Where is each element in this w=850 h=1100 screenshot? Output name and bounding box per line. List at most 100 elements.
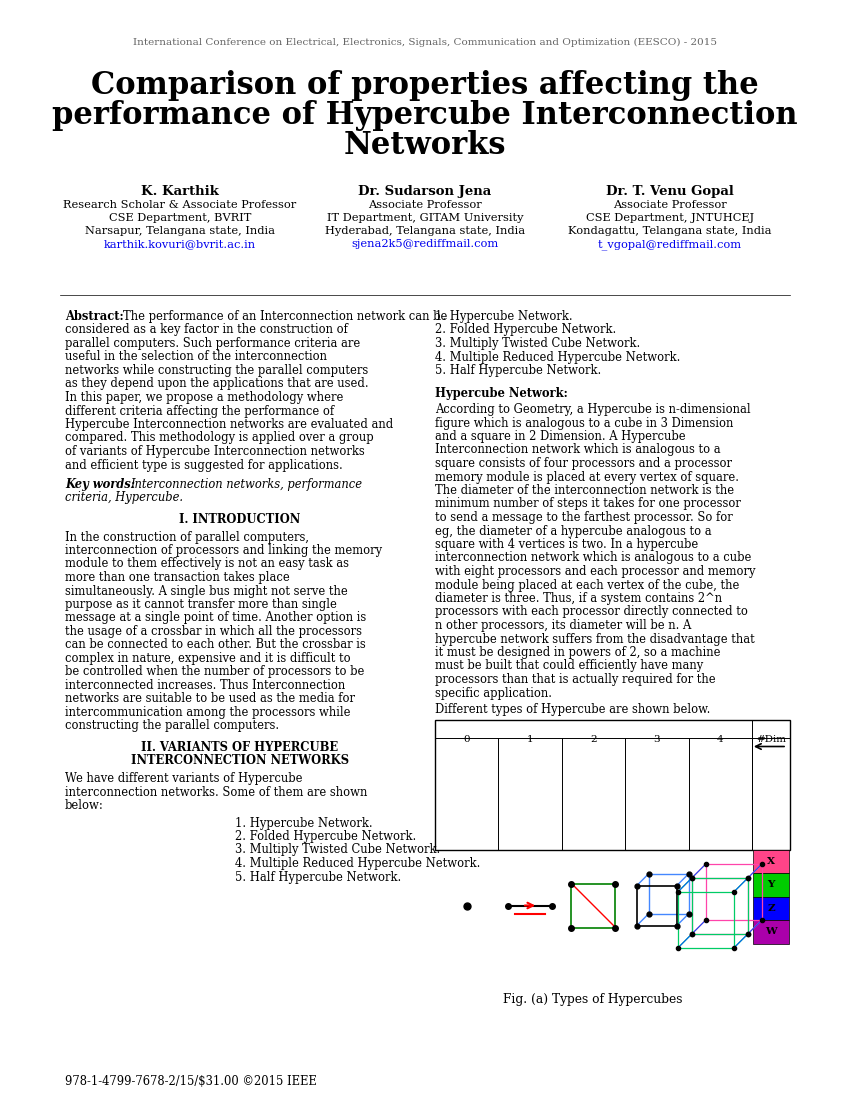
Text: the usage of a crossbar in which all the processors: the usage of a crossbar in which all the… <box>65 625 362 638</box>
Text: parallel computers. Such performance criteria are: parallel computers. Such performance cri… <box>65 337 360 350</box>
Bar <box>435 719 790 849</box>
Text: hypercube network suffers from the disadvantage that: hypercube network suffers from the disad… <box>435 632 755 646</box>
Text: interconnection networks. Some of them are shown: interconnection networks. Some of them a… <box>65 785 367 799</box>
Text: 3. Multiply Twisted Cube Network.: 3. Multiply Twisted Cube Network. <box>435 337 640 350</box>
Text: Interconnection networks, performance: Interconnection networks, performance <box>130 478 362 491</box>
Text: Y: Y <box>768 880 774 889</box>
Text: purpose as it cannot transfer more than single: purpose as it cannot transfer more than … <box>65 598 337 611</box>
Text: module to them effectively is not an easy task as: module to them effectively is not an eas… <box>65 558 349 571</box>
Text: Key words:: Key words: <box>65 478 135 491</box>
Text: to send a message to the farthest processor. So for: to send a message to the farthest proces… <box>435 512 733 524</box>
Text: 0: 0 <box>463 735 470 744</box>
Text: X: X <box>767 857 775 866</box>
Text: t_vgopal@rediffmail.com: t_vgopal@rediffmail.com <box>598 239 742 250</box>
Bar <box>753 896 789 920</box>
Text: IT Department, GITAM University: IT Department, GITAM University <box>326 213 524 223</box>
Text: The performance of an Interconnection network can be: The performance of an Interconnection ne… <box>123 310 447 323</box>
Text: Fig. (a) Types of Hypercubes: Fig. (a) Types of Hypercubes <box>502 993 683 1007</box>
Text: I. INTRODUCTION: I. INTRODUCTION <box>179 513 301 526</box>
Text: diameter is three. Thus, if a system contains 2^n: diameter is three. Thus, if a system con… <box>435 592 722 605</box>
Bar <box>753 920 789 944</box>
Text: sjena2k5@rediffmail.com: sjena2k5@rediffmail.com <box>351 239 499 249</box>
Text: The diameter of the interconnection network is the: The diameter of the interconnection netw… <box>435 484 734 497</box>
Text: networks while constructing the parallel computers: networks while constructing the parallel… <box>65 364 368 377</box>
Text: specific application.: specific application. <box>435 686 552 700</box>
Text: Comparison of properties affecting the: Comparison of properties affecting the <box>91 70 759 101</box>
Text: different criteria affecting the performance of: different criteria affecting the perform… <box>65 405 334 418</box>
Text: 5. Half Hypercube Network.: 5. Half Hypercube Network. <box>235 870 401 883</box>
Text: simultaneously. A single bus might not serve the: simultaneously. A single bus might not s… <box>65 584 348 597</box>
Text: CSE Department, BVRIT: CSE Department, BVRIT <box>109 213 252 223</box>
Text: module being placed at each vertex of the cube, the: module being placed at each vertex of th… <box>435 579 740 592</box>
Text: K. Karthik: K. Karthik <box>141 185 219 198</box>
Bar <box>753 849 789 873</box>
Bar <box>753 873 789 896</box>
Text: W: W <box>765 927 777 936</box>
Text: square consists of four processors and a processor: square consists of four processors and a… <box>435 456 732 470</box>
Text: 1. Hypercube Network.: 1. Hypercube Network. <box>235 816 372 829</box>
Text: Hypercube Interconnection networks are evaluated and: Hypercube Interconnection networks are e… <box>65 418 394 431</box>
Text: Hyderabad, Telangana state, India: Hyderabad, Telangana state, India <box>325 226 525 236</box>
Text: Kondagattu, Telangana state, India: Kondagattu, Telangana state, India <box>569 226 772 236</box>
Text: as they depend upon the applications that are used.: as they depend upon the applications tha… <box>65 377 369 390</box>
Text: interconnection of processors and linking the memory: interconnection of processors and linkin… <box>65 544 382 557</box>
Text: In this paper, we propose a methodology where: In this paper, we propose a methodology … <box>65 390 343 404</box>
Text: 978-1-4799-7678-2/15/$31.00 ©2015 IEEE: 978-1-4799-7678-2/15/$31.00 ©2015 IEEE <box>65 1075 317 1088</box>
Text: Networks: Networks <box>343 130 507 161</box>
Text: networks are suitable to be used as the media for: networks are suitable to be used as the … <box>65 693 355 705</box>
Text: constructing the parallel computers.: constructing the parallel computers. <box>65 719 279 733</box>
Text: and a square in 2 Dimension. A Hypercube: and a square in 2 Dimension. A Hypercube <box>435 430 686 443</box>
Text: processors with each processor directly connected to: processors with each processor directly … <box>435 605 748 618</box>
Text: performance of Hypercube Interconnection: performance of Hypercube Interconnection <box>52 100 798 131</box>
Text: Z: Z <box>768 904 775 913</box>
Text: Narsapur, Telangana state, India: Narsapur, Telangana state, India <box>85 226 275 236</box>
Text: be controlled when the number of processors to be: be controlled when the number of process… <box>65 666 365 679</box>
Text: and efficient type is suggested for applications.: and efficient type is suggested for appl… <box>65 459 343 472</box>
Text: 2: 2 <box>590 735 597 744</box>
Text: Dr. T. Venu Gopal: Dr. T. Venu Gopal <box>606 185 734 198</box>
Text: Different types of Hypercube are shown below.: Different types of Hypercube are shown b… <box>435 703 711 716</box>
Text: Research Scholar & Associate Professor: Research Scholar & Associate Professor <box>64 200 297 210</box>
Text: 3. Multiply Twisted Cube Network.: 3. Multiply Twisted Cube Network. <box>235 844 440 857</box>
Text: II. VARIANTS OF HYPERCUBE: II. VARIANTS OF HYPERCUBE <box>141 741 338 754</box>
Text: interconnection network which is analogous to a cube: interconnection network which is analogo… <box>435 551 751 564</box>
Text: square with 4 vertices is two. In a hypercube: square with 4 vertices is two. In a hype… <box>435 538 698 551</box>
Text: with eight processors and each processor and memory: with eight processors and each processor… <box>435 565 756 578</box>
Text: below:: below: <box>65 799 104 812</box>
Text: figure which is analogous to a cube in 3 Dimension: figure which is analogous to a cube in 3… <box>435 417 734 429</box>
Text: 4. Multiple Reduced Hypercube Network.: 4. Multiple Reduced Hypercube Network. <box>235 857 480 870</box>
Text: #Dim: #Dim <box>756 735 786 744</box>
Text: We have different variants of Hypercube: We have different variants of Hypercube <box>65 772 303 785</box>
Text: more than one transaction takes place: more than one transaction takes place <box>65 571 290 584</box>
Text: 2. Folded Hypercube Network.: 2. Folded Hypercube Network. <box>235 830 416 843</box>
Text: Dr. Sudarson Jena: Dr. Sudarson Jena <box>359 185 491 198</box>
Text: can be connected to each other. But the crossbar is: can be connected to each other. But the … <box>65 638 366 651</box>
Text: Hypercube Network:: Hypercube Network: <box>435 387 568 400</box>
Text: interconnected increases. Thus Interconnection: interconnected increases. Thus Interconn… <box>65 679 345 692</box>
Text: 3: 3 <box>654 735 660 744</box>
Text: useful in the selection of the interconnection: useful in the selection of the interconn… <box>65 351 327 363</box>
Text: According to Geometry, a Hypercube is n-dimensional: According to Geometry, a Hypercube is n-… <box>435 403 751 416</box>
Text: Abstract:: Abstract: <box>65 310 124 323</box>
Text: 2. Folded Hypercube Network.: 2. Folded Hypercube Network. <box>435 323 616 337</box>
Text: criteria, Hypercube.: criteria, Hypercube. <box>65 492 183 505</box>
Text: message at a single point of time. Another option is: message at a single point of time. Anoth… <box>65 612 366 625</box>
Text: 4. Multiple Reduced Hypercube Network.: 4. Multiple Reduced Hypercube Network. <box>435 351 680 363</box>
Text: minimum number of steps it takes for one processor: minimum number of steps it takes for one… <box>435 497 741 510</box>
Text: International Conference on Electrical, Electronics, Signals, Communication and : International Conference on Electrical, … <box>133 39 717 47</box>
Text: Interconnection network which is analogous to a: Interconnection network which is analogo… <box>435 443 721 456</box>
Text: Associate Professor: Associate Professor <box>613 200 727 210</box>
Text: 1: 1 <box>527 735 534 744</box>
Text: 4: 4 <box>717 735 723 744</box>
Text: INTERCONNECTION NETWORKS: INTERCONNECTION NETWORKS <box>131 755 349 768</box>
Text: intercommunication among the processors while: intercommunication among the processors … <box>65 706 350 719</box>
Text: 5. Half Hypercube Network.: 5. Half Hypercube Network. <box>435 364 601 377</box>
Text: CSE Department, JNTUHCEJ: CSE Department, JNTUHCEJ <box>586 213 754 223</box>
Text: complex in nature, expensive and it is difficult to: complex in nature, expensive and it is d… <box>65 652 350 666</box>
Text: processors than that is actually required for the: processors than that is actually require… <box>435 673 716 686</box>
Text: memory module is placed at every vertex of square.: memory module is placed at every vertex … <box>435 471 739 484</box>
Text: karthik.kovuri@bvrit.ac.in: karthik.kovuri@bvrit.ac.in <box>104 239 256 249</box>
Text: 1. Hypercube Network.: 1. Hypercube Network. <box>435 310 573 323</box>
Text: n other processors, its diameter will be n. A: n other processors, its diameter will be… <box>435 619 691 632</box>
Text: compared. This methodology is applied over a group: compared. This methodology is applied ov… <box>65 431 374 444</box>
